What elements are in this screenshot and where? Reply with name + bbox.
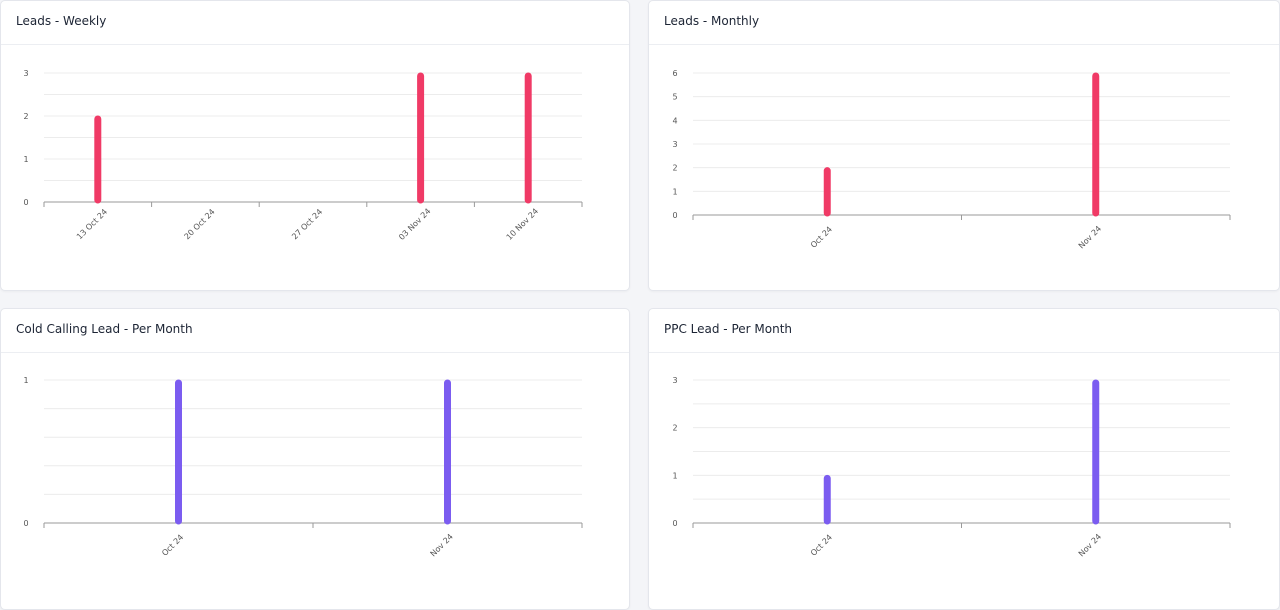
x-tick-label: 27 Oct 24 xyxy=(290,207,324,241)
y-tick-label: 3 xyxy=(672,140,677,149)
y-tick-label: 5 xyxy=(672,93,677,102)
y-tick-label: 0 xyxy=(23,519,28,528)
y-tick-label: 6 xyxy=(672,69,677,78)
y-tick-label: 1 xyxy=(23,155,28,164)
card-title: PPC Lead - Per Month xyxy=(664,322,793,336)
cold-calling-lead-chart: 0 1 Oct 24 Nov 24 xyxy=(23,376,583,558)
chart-card-cold-calling-lead: Cold Calling Lead - Per Month 0 1 Oct 24 No… xyxy=(0,308,630,610)
card-header: PPC Lead - Per Month xyxy=(649,309,1279,353)
x-tick-label: 13 Oct 24 xyxy=(75,207,109,241)
y-tick-label: 0 xyxy=(23,198,28,207)
y-tick-label: 3 xyxy=(23,69,28,78)
chart-card-leads-monthly: Leads - Monthly 0 1 2 3 4 5 6 Oct 24 Nov 24 xyxy=(648,0,1280,291)
x-tick-label: 03 Nov 24 xyxy=(397,207,432,242)
card-title: Leads - Weekly xyxy=(16,14,107,28)
y-tick-label: 4 xyxy=(672,116,677,125)
x-tick-label: Nov 24 xyxy=(429,532,455,558)
y-tick-label: 2 xyxy=(23,112,28,121)
card-header: Leads - Monthly xyxy=(649,1,1279,45)
x-tick-label: 20 Oct 24 xyxy=(183,207,217,241)
monthly-leads-chart: 0 1 2 3 4 5 6 Oct 24 Nov 24 xyxy=(672,69,1231,250)
y-tick-label: 2 xyxy=(672,424,677,433)
x-tick-label: Oct 24 xyxy=(809,533,834,558)
y-tick-label: 0 xyxy=(672,519,677,528)
x-tick-label: 10 Nov 24 xyxy=(505,207,540,242)
y-tick-label: 1 xyxy=(23,376,28,385)
x-tick-label: Nov 24 xyxy=(1077,224,1103,250)
y-tick-label: 3 xyxy=(672,376,677,385)
y-tick-label: 2 xyxy=(672,164,677,173)
card-title: Cold Calling Lead - Per Month xyxy=(16,322,193,336)
x-tick-label: Nov 24 xyxy=(1077,532,1103,558)
card-title: Leads - Monthly xyxy=(664,14,760,28)
weekly-leads-chart: 0 1 2 3 13 Oct 24 20 Oct 24 27 Oct 24 03 Nov 24… xyxy=(23,69,583,242)
chart-card-leads-weekly: Leads - Weekly 0 1 2 3 13 Oct 24 20 Oct 24 27 … xyxy=(0,0,630,291)
y-tick-label: 1 xyxy=(672,187,677,196)
chart-card-ppc-lead: PPC Lead - Per Month 0 1 2 3 Oct 24 Nov 24 xyxy=(648,308,1280,610)
y-tick-label: 0 xyxy=(672,211,677,220)
y-tick-label: 1 xyxy=(672,471,677,480)
card-header: Cold Calling Lead - Per Month xyxy=(1,309,629,353)
x-tick-label: Oct 24 xyxy=(160,533,185,558)
ppc-lead-chart: 0 1 2 3 Oct 24 Nov 24 xyxy=(672,376,1231,558)
card-header: Leads - Weekly xyxy=(1,1,629,45)
x-tick-label: Oct 24 xyxy=(809,225,834,250)
